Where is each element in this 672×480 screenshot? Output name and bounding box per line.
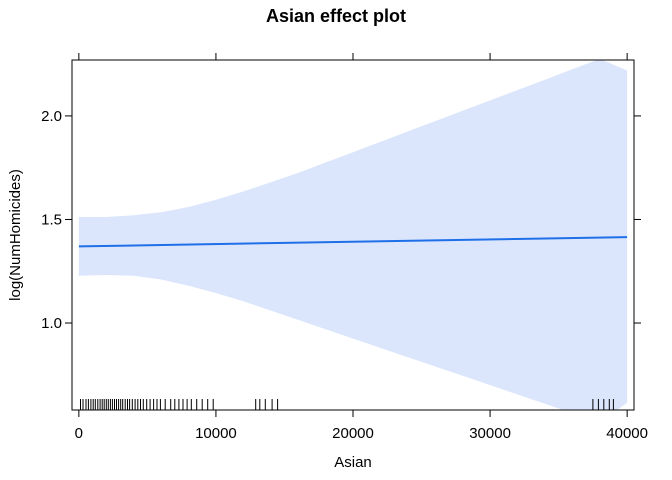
x-tick-label: 10000 [195, 425, 237, 442]
y-axis: 1.0 1.5 2.0 [41, 108, 641, 332]
confidence-band [78, 60, 628, 410]
y-tick-label: 2.0 [41, 108, 62, 125]
x-tick-label: 40000 [606, 425, 648, 442]
y-tick-label: 1.5 [41, 211, 62, 228]
x-axis: 0 10000 20000 30000 40000 [75, 53, 648, 442]
x-tick-label: 30000 [469, 425, 511, 442]
x-tick-label: 0 [75, 425, 83, 442]
x-tick-label: 20000 [332, 425, 374, 442]
effect-line [78, 236, 628, 248]
chart-title: Asian effect plot [266, 6, 406, 26]
plot-area [71, 59, 635, 411]
y-tick-label: 1.0 [41, 315, 62, 332]
x-axis-label: Asian [334, 454, 372, 471]
y-axis-label: log(NumHomicides) [7, 169, 24, 301]
rug-marks [80, 399, 614, 410]
